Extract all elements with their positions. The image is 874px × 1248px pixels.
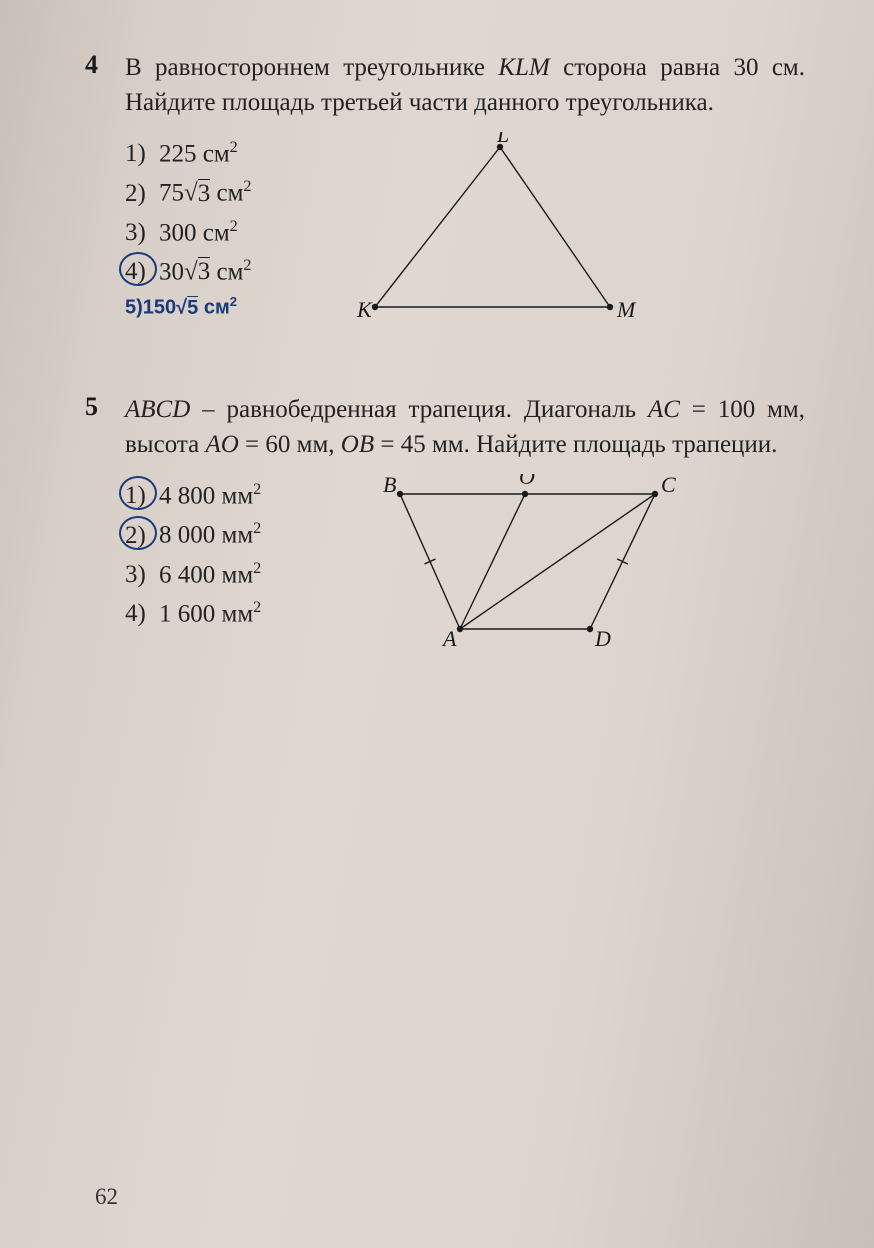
option-number: 2) (125, 176, 159, 211)
trapezoid-abcd-svg: B O C A D (365, 474, 695, 664)
option-4-4-circled: 4) 30√3 см2 (125, 254, 355, 289)
triangle-klm-svg: K L M (355, 132, 645, 332)
option-number: 3) (125, 215, 159, 250)
var-ao: AO (205, 431, 238, 458)
problem-4-statement: В равностороннем треугольнике KLM сторон… (125, 50, 805, 120)
problem-4-content: 1) 225 см2 2) 75√3 см2 3) 300 см2 4) 30√… (125, 132, 805, 342)
svg-text:D: D (594, 626, 611, 651)
option-value: 30√3 см2 (159, 254, 252, 289)
problem-number-4: 4 (85, 50, 125, 342)
problem-5: 5 ABCD – равнобедренная трапеция. Диагон… (85, 392, 805, 674)
svg-text:A: A (441, 626, 457, 651)
text: В равностороннем треугольнике (125, 54, 498, 81)
option-5-2-circled: 2) 8 000 мм2 (125, 517, 365, 552)
option-value: 6 400 мм2 (159, 557, 261, 592)
var-abcd: ABCD (125, 396, 190, 423)
var-ac: AC (648, 396, 680, 423)
option-number: 3) (125, 557, 159, 592)
problem-body-5: ABCD – равнобедренная трапеция. Диагонал… (125, 392, 805, 674)
option-value: 4 800 мм2 (159, 478, 261, 513)
handwritten-option-5: 5)150√5 см2 (125, 293, 355, 322)
problem-4-options: 1) 225 см2 2) 75√3 см2 3) 300 см2 4) 30√… (125, 132, 355, 322)
svg-text:L: L (496, 132, 509, 147)
option-value: 300 см2 (159, 215, 238, 250)
option-4-2: 2) 75√3 см2 (125, 175, 355, 210)
text: = 45 мм. Найдите площадь трапеции. (374, 431, 777, 458)
option-number: 1) (125, 478, 159, 513)
problem-4-figure: K L M (355, 132, 805, 342)
option-5-3: 3) 6 400 мм2 (125, 557, 365, 592)
page-content: 4 В равностороннем треугольнике KLM стор… (85, 50, 805, 724)
option-value: 8 000 мм2 (159, 517, 261, 552)
problem-5-options: 1) 4 800 мм2 2) 8 000 мм2 3) 6 400 мм2 4… (125, 474, 365, 635)
option-value: 1 600 мм2 (159, 596, 261, 631)
option-value: 75√3 см2 (159, 175, 252, 210)
var-ob: OB (341, 431, 374, 458)
problem-5-statement: ABCD – равнобедренная трапеция. Диагонал… (125, 392, 805, 462)
option-number: 4) (125, 596, 159, 631)
option-number: 2) (125, 518, 159, 553)
svg-text:K: K (356, 297, 373, 322)
option-5-1-circled: 1) 4 800 мм2 (125, 478, 365, 513)
problem-5-content: 1) 4 800 мм2 2) 8 000 мм2 3) 6 400 мм2 4… (125, 474, 805, 674)
var-klm: KLM (498, 54, 549, 81)
svg-text:O: O (519, 474, 535, 489)
svg-text:C: C (661, 474, 676, 497)
problem-5-figure: B O C A D (365, 474, 805, 674)
option-5-4: 4) 1 600 мм2 (125, 596, 365, 631)
problem-body-4: В равностороннем треугольнике KLM сторон… (125, 50, 805, 342)
option-value: 225 см2 (159, 136, 238, 171)
page-number: 62 (95, 1184, 118, 1210)
svg-text:M: M (616, 297, 637, 322)
svg-text:B: B (383, 474, 396, 497)
option-number: 1) (125, 136, 159, 171)
option-4-3: 3) 300 см2 (125, 215, 355, 250)
text: – равнобедренная трапеция. Диагональ (190, 396, 648, 423)
problem-4: 4 В равностороннем треугольнике KLM стор… (85, 50, 805, 342)
option-number: 4) (125, 254, 159, 289)
text: = 60 мм, (239, 431, 341, 458)
option-4-1: 1) 225 см2 (125, 136, 355, 171)
